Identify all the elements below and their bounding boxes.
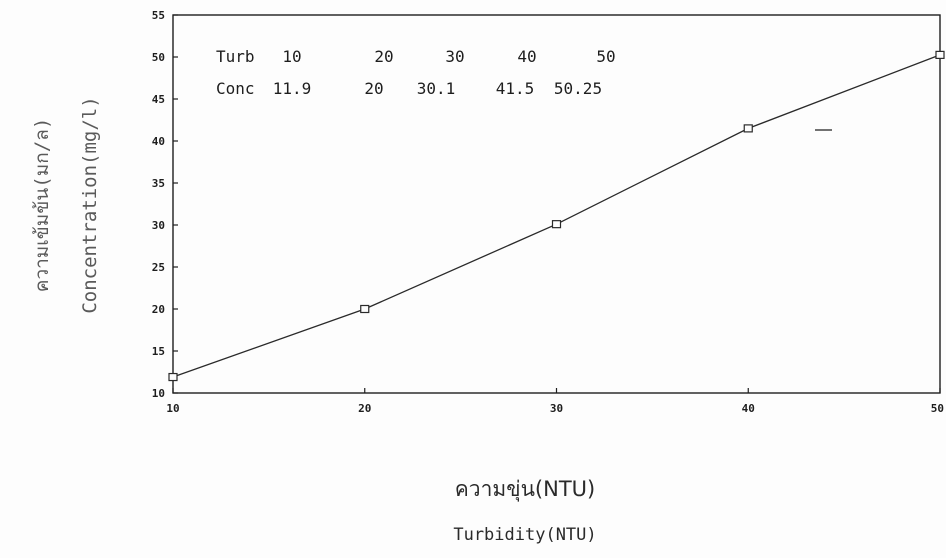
y-tick-label: 50 bbox=[152, 51, 165, 64]
x-tick-label: 40 bbox=[742, 402, 755, 415]
x-axis-ticks: 10 20 30 40 50 bbox=[166, 388, 944, 415]
y-axis-ticks: 10 15 20 25 30 35 40 45 50 55 bbox=[152, 9, 178, 400]
series-line bbox=[172, 54, 941, 378]
x-axis-label-english: Turbidity(NTU) bbox=[453, 525, 596, 545]
data-point-marker bbox=[743, 124, 753, 133]
y-tick-label: 45 bbox=[152, 93, 165, 106]
y-tick-label: 20 bbox=[152, 303, 165, 316]
y-tick-label: 25 bbox=[152, 261, 165, 274]
y-axis-label-thai: ความเข้มข้น(มก/ล) bbox=[31, 118, 53, 293]
x-tick-label: 20 bbox=[358, 402, 371, 415]
table-turb-5: 50 bbox=[596, 47, 615, 66]
x-tick-label: 30 bbox=[550, 402, 563, 415]
data-point-marker bbox=[935, 50, 945, 60]
table-turb-3: 30 bbox=[445, 47, 464, 66]
y-tick-label: 15 bbox=[152, 345, 165, 358]
data-point-marker bbox=[360, 304, 370, 314]
y-tick-label: 30 bbox=[152, 219, 165, 232]
data-point-marker bbox=[551, 220, 562, 229]
y-tick-label: 35 bbox=[152, 177, 165, 190]
x-tick-label: 10 bbox=[166, 402, 179, 415]
table-row1-label: Turb bbox=[216, 47, 255, 66]
table-conc-4: 41.5 bbox=[496, 79, 535, 98]
data-table: Turb 10 20 30 40 50 Conc 11.9 20 30.1 41… bbox=[216, 47, 616, 98]
table-turb-4: 40 bbox=[517, 47, 536, 66]
table-conc-3: 30.1 bbox=[417, 79, 456, 98]
series-concentration bbox=[168, 50, 945, 382]
table-conc-5: 50.25 bbox=[554, 79, 602, 98]
y-tick-label: 10 bbox=[152, 387, 165, 400]
table-turb-2: 20 bbox=[374, 47, 393, 66]
x-axis-label-thai: ความขุ่น(NTU) bbox=[455, 477, 595, 502]
data-point-marker bbox=[168, 372, 178, 382]
y-axis-label-english: Concentration(mg/l) bbox=[79, 96, 101, 313]
y-tick-label: 40 bbox=[152, 135, 165, 148]
y-tick-label: 55 bbox=[152, 9, 165, 22]
table-turb-1: 10 bbox=[282, 47, 301, 66]
table-conc-2: 20 bbox=[364, 79, 383, 98]
x-tick-label: 50 bbox=[931, 402, 944, 415]
table-row2-label: Conc bbox=[216, 79, 255, 98]
table-conc-1: 11.9 bbox=[273, 79, 312, 98]
